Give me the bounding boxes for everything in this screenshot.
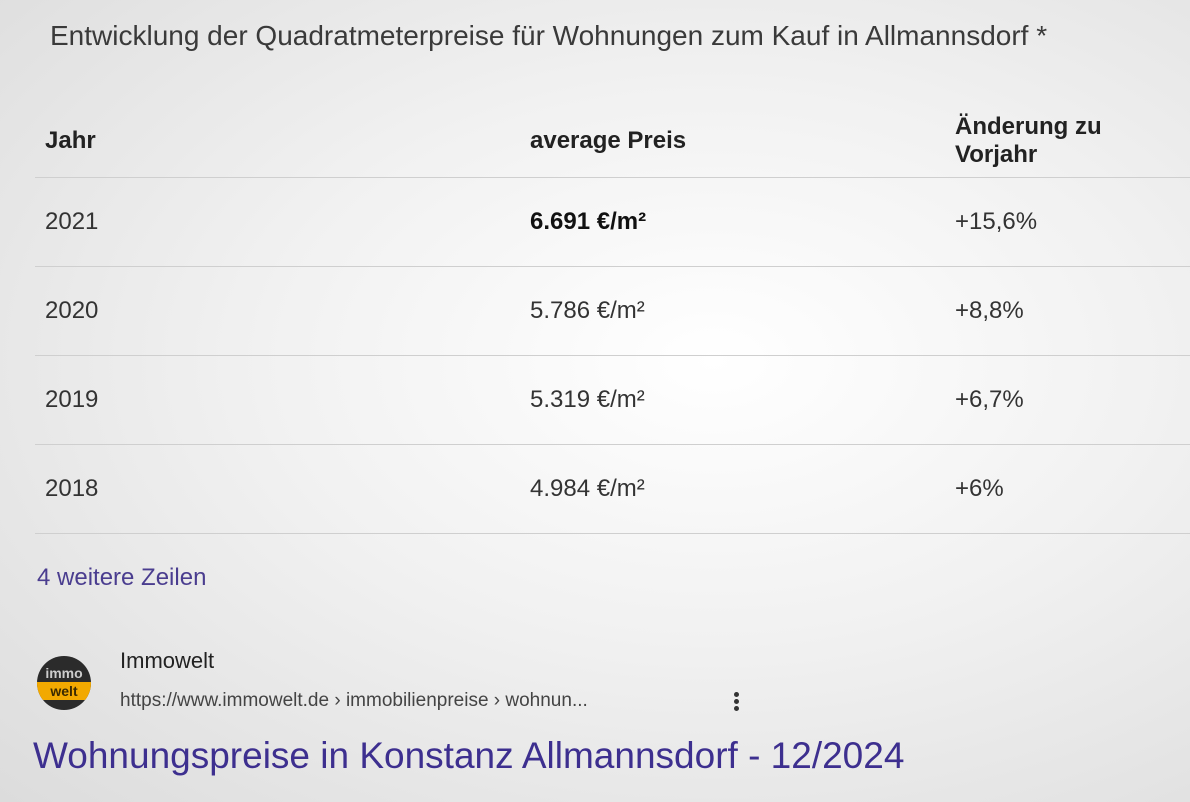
table-cell: 6.691 €/m² [520,178,945,267]
table-cell: +15,6% [945,178,1190,267]
source-logo[interactable]: immo welt [37,656,91,710]
more-options-button[interactable] [728,690,744,716]
column-header: average Preis [520,105,945,178]
table-cell: 5.786 €/m² [520,267,945,356]
table-cell: 2021 [35,178,520,267]
logo-text: immo [37,664,91,682]
logo-text: welt [37,682,91,700]
result-title-link[interactable]: Wohnungspreise in Konstanz Allmannsdorf … [33,735,904,777]
screen: {"snippet": {"title": "Entwicklung der Q… [0,0,1190,802]
table-cell: 2018 [35,445,520,534]
table-cell: 2020 [35,267,520,356]
more-rows-link[interactable]: 4 weitere Zeilen [37,564,206,592]
table-cell: 5.319 €/m² [520,356,945,445]
table-cell: +6% [945,445,1190,534]
table-cell: 2019 [35,356,520,445]
table-cell: +8,8% [945,267,1190,356]
column-header: Jahr [35,105,520,178]
source-url[interactable]: https://www.immowelt.de › immobilienprei… [120,690,588,712]
page: html, body { margin: 0; padding: 0; } bo… [0,0,1190,802]
table-cell: 4.984 €/m² [520,445,945,534]
source-name[interactable]: Immowelt [120,648,214,674]
snippet-title: Entwicklung der Quadratmeterpreise für W… [50,20,1047,52]
table-cell: +6,7% [945,356,1190,445]
column-header: Änderung zu Vorjahr [945,105,1190,178]
